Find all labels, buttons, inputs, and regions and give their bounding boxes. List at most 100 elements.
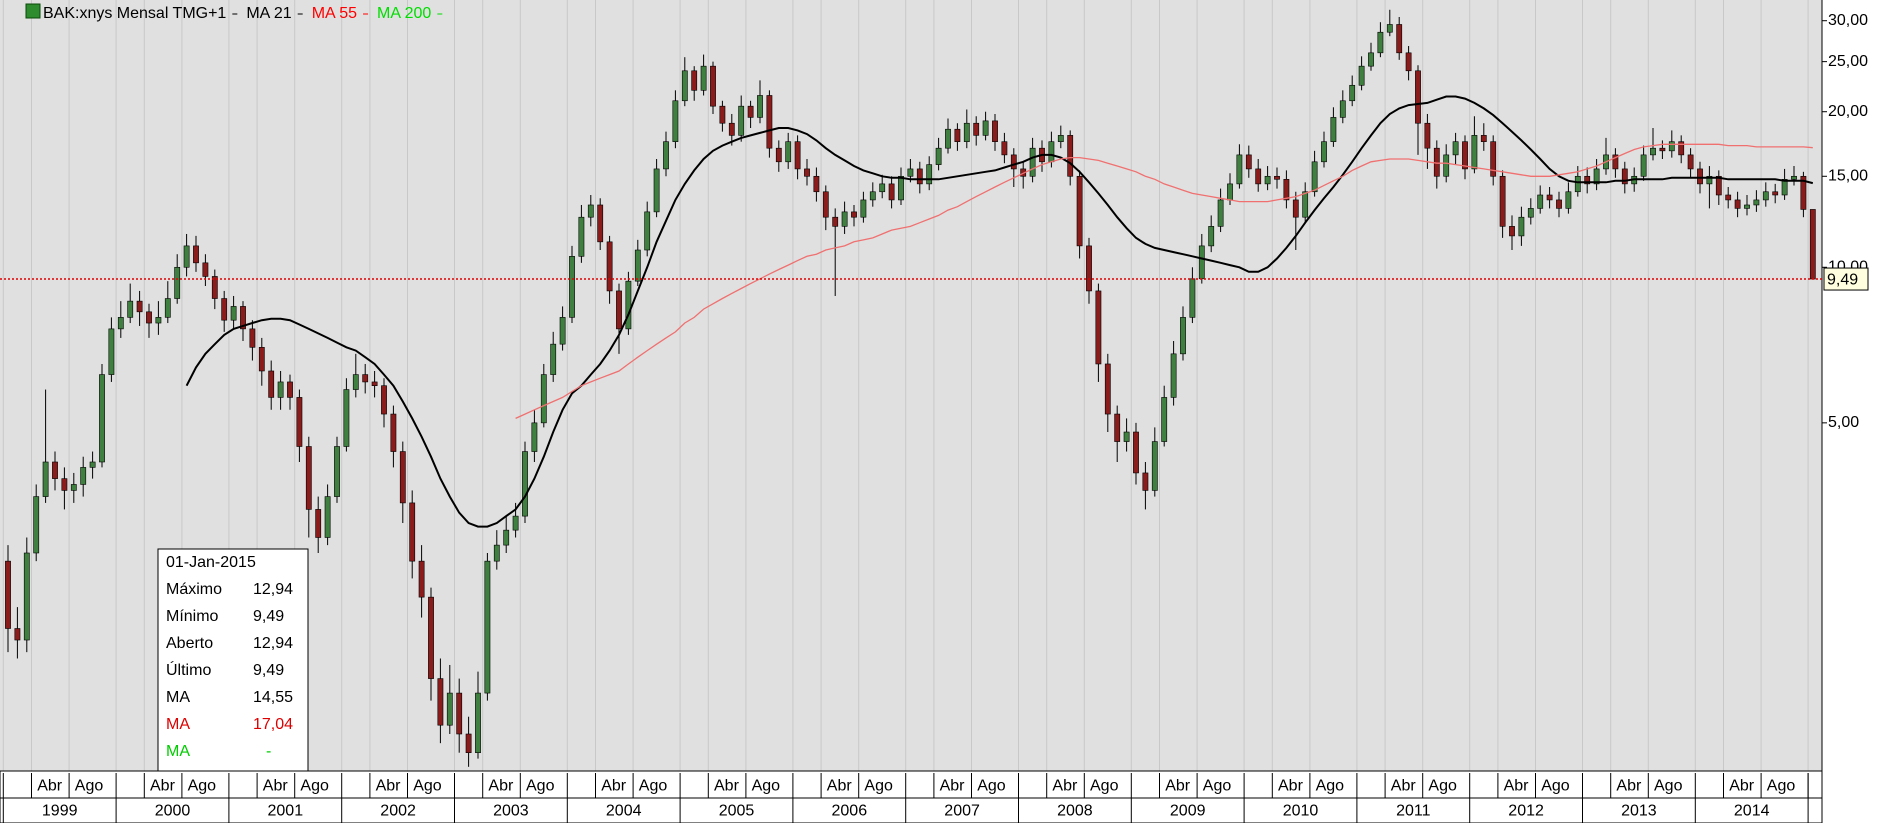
candle-body <box>1518 216 1525 237</box>
candle-body <box>1659 147 1666 152</box>
candle-body <box>898 175 904 201</box>
year-label: 2010 <box>1283 803 1319 820</box>
candle-body <box>963 122 970 142</box>
candle-body <box>1349 84 1356 102</box>
candle-body <box>757 95 763 118</box>
candle-body <box>1584 175 1591 185</box>
candle-body <box>117 317 124 330</box>
candle-body <box>1753 199 1760 206</box>
candle-body <box>1744 204 1750 209</box>
candle-body <box>221 298 228 321</box>
y-tick-label: 25,00 <box>1828 53 1868 70</box>
candle-body <box>1104 363 1111 415</box>
candle-body <box>1001 141 1008 156</box>
info-label: MA <box>166 689 190 706</box>
candle-body <box>728 122 735 136</box>
x-tick-label: Ago <box>526 778 555 795</box>
candle-body <box>1264 175 1271 185</box>
candle-body <box>1245 154 1252 170</box>
candle-body <box>484 560 491 694</box>
info-value: - <box>266 743 271 760</box>
info-value: 17,04 <box>253 716 293 733</box>
year-label: 2002 <box>380 803 416 820</box>
candle-body <box>1180 317 1186 355</box>
candle-body <box>127 300 134 318</box>
candle-body <box>691 70 698 91</box>
candle-body <box>813 175 820 193</box>
candle-body <box>1208 226 1215 247</box>
x-tick-label: Abr <box>150 778 176 795</box>
info-label: MA <box>166 716 190 733</box>
y-tick-label: 20,00 <box>1828 103 1868 120</box>
legend-entry: MA 21 <box>246 5 291 22</box>
candle-body <box>240 306 246 330</box>
candle-body <box>287 381 293 398</box>
candle-body <box>888 183 895 201</box>
candle-body <box>851 211 857 218</box>
candle-body <box>738 105 745 136</box>
candle-body <box>1189 278 1196 318</box>
candle-body <box>1377 31 1384 54</box>
x-tick-label: Abr <box>714 778 740 795</box>
year-label: 2012 <box>1508 803 1544 820</box>
candle-body <box>1546 194 1553 201</box>
candle-body <box>1086 245 1092 292</box>
candle-body <box>1678 141 1685 156</box>
info-value: 9,49 <box>253 662 284 679</box>
candle-body <box>1565 191 1572 209</box>
candle-body <box>1386 24 1393 33</box>
candle-body <box>559 317 566 345</box>
candle-body <box>174 266 181 299</box>
candle-body <box>992 120 998 142</box>
x-tick-label: Abr <box>1729 778 1755 795</box>
year-label: 1999 <box>42 803 78 820</box>
y-tick-label: 15,00 <box>1828 167 1868 184</box>
candle-body <box>1311 161 1318 193</box>
candle-body <box>1687 154 1694 170</box>
candle-body <box>606 241 613 292</box>
candle-body <box>1170 353 1177 398</box>
x-tick-label: Ago <box>1316 778 1345 795</box>
candle-body <box>503 529 510 546</box>
candle-body <box>1433 147 1440 177</box>
candle-body <box>1490 141 1497 177</box>
candle-body <box>352 374 359 390</box>
x-tick-label: Abr <box>940 778 966 795</box>
x-tick-label: Abr <box>1504 778 1530 795</box>
candle-body <box>766 95 773 149</box>
candle-body <box>1697 168 1703 185</box>
candle-body <box>672 100 679 142</box>
candle-body <box>1330 117 1337 142</box>
candle-body <box>456 692 463 735</box>
candle-body <box>1650 147 1656 156</box>
candle-body <box>1095 290 1102 365</box>
year-label: 2006 <box>832 803 868 820</box>
legend-entry: MA 55 <box>312 5 357 22</box>
candle-body <box>1057 135 1064 142</box>
x-tick-label: Abr <box>827 778 853 795</box>
candle-body <box>5 560 11 629</box>
info-value: 9,49 <box>253 608 284 625</box>
candle-body <box>681 70 688 102</box>
candle-body <box>616 290 622 330</box>
candle-body <box>1010 154 1017 170</box>
candle-body <box>296 397 303 447</box>
candle-body <box>644 211 651 251</box>
candle-body <box>409 502 416 562</box>
candle-body <box>804 168 810 177</box>
x-tick-label: Ago <box>1654 778 1683 795</box>
candle-body <box>1123 431 1130 442</box>
candle-body <box>775 147 782 163</box>
x-tick-label: Ago <box>1203 778 1232 795</box>
year-label: 2013 <box>1621 803 1657 820</box>
candle-body <box>1772 191 1779 196</box>
candle-body <box>418 560 425 598</box>
candle-body <box>80 467 87 485</box>
candle-body <box>841 211 848 227</box>
candle-body <box>1339 100 1346 118</box>
candle-body <box>475 692 481 754</box>
info-label: Mínimo <box>166 608 219 625</box>
candle-body <box>945 128 951 149</box>
candle-body <box>907 168 914 177</box>
